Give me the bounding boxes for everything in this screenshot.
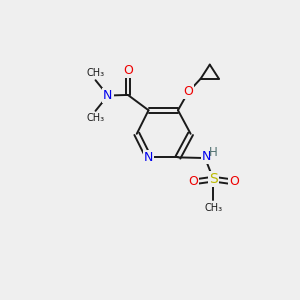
Text: CH₃: CH₃ [86, 68, 105, 78]
Text: O: O [123, 64, 133, 77]
Text: CH₃: CH₃ [86, 113, 105, 123]
Text: O: O [188, 175, 198, 188]
Text: H: H [209, 146, 218, 159]
Text: S: S [209, 172, 218, 186]
Text: N: N [202, 150, 211, 163]
Text: CH₃: CH₃ [204, 203, 222, 213]
Text: N: N [144, 151, 153, 164]
Text: O: O [229, 175, 239, 188]
Text: N: N [103, 89, 112, 102]
Text: O: O [183, 85, 193, 98]
